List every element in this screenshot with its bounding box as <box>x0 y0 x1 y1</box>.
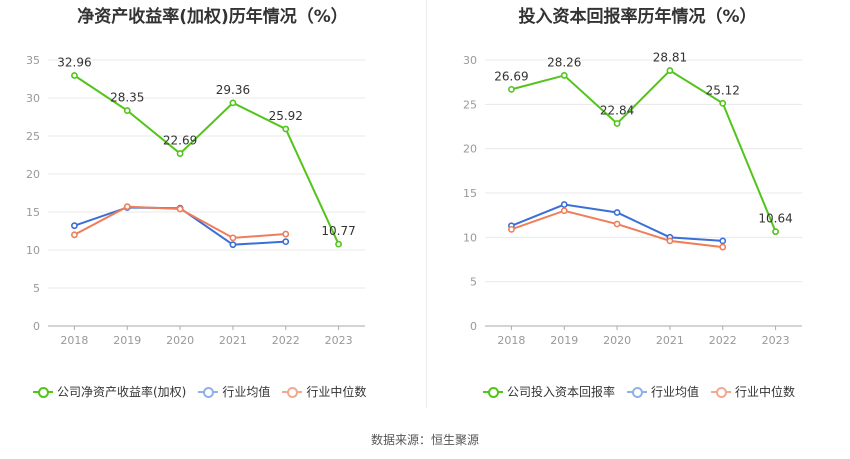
legend-item-industry-avg[interactable]: 行业均值 <box>198 383 270 400</box>
x-tick-label: 2023 <box>762 334 790 347</box>
company-data-point <box>71 72 78 79</box>
company-data-point <box>123 107 131 114</box>
industry-avg-point <box>560 201 568 208</box>
y-tick-label: 30 <box>463 54 477 67</box>
y-tick-label: 5 <box>33 282 40 295</box>
y-tick-label: 25 <box>26 130 40 143</box>
legend-line-marker-icon <box>198 385 219 399</box>
industry-avg-point <box>719 237 727 245</box>
data-source-note: 数据来源：恒生聚源 <box>370 433 479 447</box>
industry-avg-point <box>282 238 290 246</box>
legend-label: 公司投入资本回报率 <box>507 385 616 399</box>
industry-median-point <box>176 205 184 213</box>
company-data-point <box>229 99 237 107</box>
y-tick-label: 20 <box>463 143 477 156</box>
legend-roic: 公司投入资本回报率 行业均值 行业中位数 <box>483 383 807 400</box>
y-tick-label: 15 <box>26 206 40 219</box>
x-tick-label: 2018 <box>497 334 525 347</box>
x-tick-label: 2020 <box>166 334 194 347</box>
data-label: 10.77 <box>321 224 355 238</box>
data-label: 28.81 <box>653 51 687 65</box>
chart-title-roe: 净资产收益率(加权)历年情况（%） <box>77 7 348 27</box>
industry-median-line <box>511 209 723 249</box>
x-tick-label: 2021 <box>656 334 684 347</box>
industry-median-point <box>719 243 727 251</box>
y-tick-label: 10 <box>463 231 477 244</box>
y-tick-label: 25 <box>463 98 477 111</box>
x-tick-label: 2021 <box>219 334 247 347</box>
industry-avg-line <box>74 206 286 246</box>
data-label: 25.12 <box>706 83 740 97</box>
legend-roe: 公司净资产收益率(加权) 行业均值 行业中位数 <box>33 383 378 400</box>
legend-label: 行业均值 <box>651 385 700 399</box>
industry-avg-point <box>229 241 237 249</box>
company-data-point <box>335 240 342 248</box>
data-label: 32.96 <box>57 56 91 70</box>
x-tick-label: 2018 <box>60 334 88 347</box>
company-data-point <box>772 228 779 236</box>
industry-median-point <box>613 220 621 228</box>
company-data-point <box>508 85 515 93</box>
data-label: 10.64 <box>758 212 792 226</box>
panel-divider <box>426 0 427 408</box>
y-tick-label: 0 <box>33 320 40 333</box>
legend-item-industry-median[interactable]: 行业中位数 <box>711 383 795 400</box>
legend-item-industry-median[interactable]: 行业中位数 <box>282 383 366 400</box>
y-tick-label: 15 <box>463 187 477 200</box>
company-data-point <box>560 72 568 79</box>
y-tick-label: 0 <box>470 320 477 333</box>
industry-avg-point <box>71 222 78 230</box>
data-label: 29.36 <box>216 83 250 97</box>
industry-median-point <box>123 203 131 211</box>
data-label: 22.69 <box>163 134 197 148</box>
y-tick-label: 35 <box>26 54 40 67</box>
legend-item-company-roic[interactable]: 公司投入资本回报率 <box>483 383 615 400</box>
x-tick-label: 2022 <box>709 334 737 347</box>
y-tick-label: 30 <box>26 92 40 105</box>
legend-label: 公司净资产收益率(加权) <box>57 385 187 399</box>
industry-median-point <box>560 207 568 215</box>
industry-median-point <box>666 237 674 245</box>
legend-line-marker-icon <box>711 385 732 399</box>
x-tick-label: 2023 <box>325 334 353 347</box>
y-tick-label: 20 <box>26 168 40 181</box>
x-tick-label: 2020 <box>603 334 631 347</box>
industry-avg-point <box>613 209 621 216</box>
company-series-line <box>511 69 777 233</box>
data-label: 22.84 <box>600 103 634 117</box>
legend-line-marker-icon <box>282 385 303 399</box>
industry-median-point <box>508 225 515 233</box>
legend-label: 行业中位数 <box>306 385 367 399</box>
legend-label: 行业中位数 <box>735 385 796 399</box>
company-data-point <box>613 120 621 127</box>
charts-canvas: 0 5 10 15 20 25 30 35 2018 2019 2020 2021 2022 2023 32… <box>26 51 802 347</box>
legend-line-marker-icon <box>33 385 53 399</box>
company-data-point <box>176 150 184 157</box>
legend-line-marker-icon <box>483 385 503 399</box>
y-tick-label: 5 <box>470 276 477 289</box>
x-tick-label: 2022 <box>272 334 300 347</box>
data-label: 28.35 <box>110 91 144 105</box>
company-data-point <box>666 67 674 74</box>
industry-median-point <box>229 234 237 242</box>
legend-item-industry-avg[interactable]: 行业均值 <box>627 383 699 400</box>
industry-median-point <box>71 231 78 239</box>
data-label: 26.69 <box>494 69 528 83</box>
legend-label: 行业均值 <box>222 385 271 399</box>
legend-line-marker-icon <box>627 385 648 399</box>
x-tick-label: 2019 <box>113 334 141 347</box>
data-label: 25.92 <box>269 109 303 123</box>
y-tick-label: 10 <box>26 244 40 257</box>
data-label: 28.26 <box>547 55 581 69</box>
x-tick-label: 2019 <box>550 334 578 347</box>
company-series-line <box>73 74 340 245</box>
chart-title-roic: 投入资本回报率历年情况（%） <box>518 7 757 27</box>
legend-item-company-roe[interactable]: 公司净资产收益率(加权) <box>33 383 186 400</box>
company-data-point <box>282 125 290 133</box>
company-data-point <box>719 99 727 107</box>
industry-median-point <box>282 230 290 238</box>
